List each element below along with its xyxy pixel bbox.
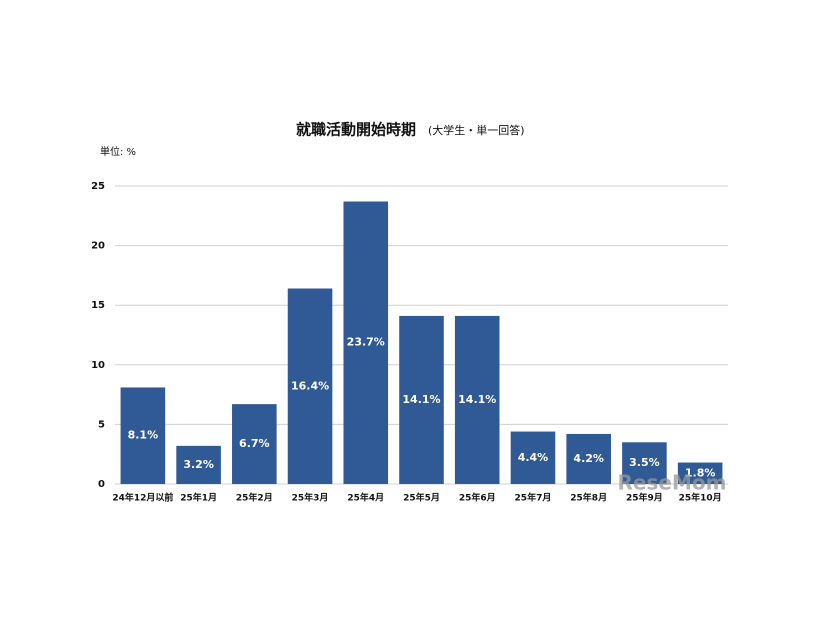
chart-subtitle: (大学生・単一回答) (428, 123, 525, 137)
bar (120, 387, 166, 484)
value-label: 3.2% (183, 458, 214, 471)
bar (677, 462, 723, 484)
y-tick-label: 5 (98, 419, 105, 430)
x-tick-label: 25年6月 (459, 492, 496, 504)
bar (287, 288, 333, 484)
x-tick-label: 24年12月以前 (112, 492, 173, 504)
x-tick-label: 25年1月 (180, 492, 217, 504)
bar (454, 315, 500, 484)
x-tick-label: 25年8月 (570, 492, 607, 504)
watermark: ReseMom (618, 471, 727, 495)
y-axis-unit: 単位: % (100, 145, 136, 158)
bar (343, 201, 389, 484)
value-label: 1.8% (685, 466, 716, 479)
value-label: 23.7% (347, 336, 385, 349)
bar (566, 433, 611, 484)
value-label: 14.1% (402, 393, 440, 406)
bar (622, 442, 667, 484)
x-tick-label: 25年4月 (347, 492, 384, 504)
bar (399, 315, 444, 484)
value-label: 6.7% (239, 437, 270, 450)
bar (176, 445, 221, 484)
bar (510, 431, 556, 484)
value-label: 3.5% (629, 456, 660, 469)
y-tick-label: 20 (91, 241, 105, 252)
y-tick-label: 15 (91, 300, 105, 311)
x-tick-label: 25年9月 (626, 492, 663, 504)
value-label: 4.2% (573, 452, 604, 465)
y-tick-label: 10 (91, 360, 105, 371)
value-label: 8.1% (128, 429, 159, 442)
value-label: 16.4% (291, 379, 329, 392)
y-tick-label: 25 (91, 181, 105, 192)
x-tick-label: 25年10月 (679, 492, 722, 504)
value-label: 4.4% (518, 451, 549, 464)
bar (232, 404, 277, 484)
x-tick-label: 25年2月 (236, 492, 273, 504)
y-tick-label: 0 (98, 479, 105, 490)
x-tick-label: 25年5月 (403, 492, 440, 504)
x-tick-label: 25年7月 (515, 492, 552, 504)
x-tick-label: 25年3月 (292, 492, 329, 504)
value-label: 14.1% (458, 393, 496, 406)
chart-title: 就職活動開始時期 (296, 121, 416, 139)
